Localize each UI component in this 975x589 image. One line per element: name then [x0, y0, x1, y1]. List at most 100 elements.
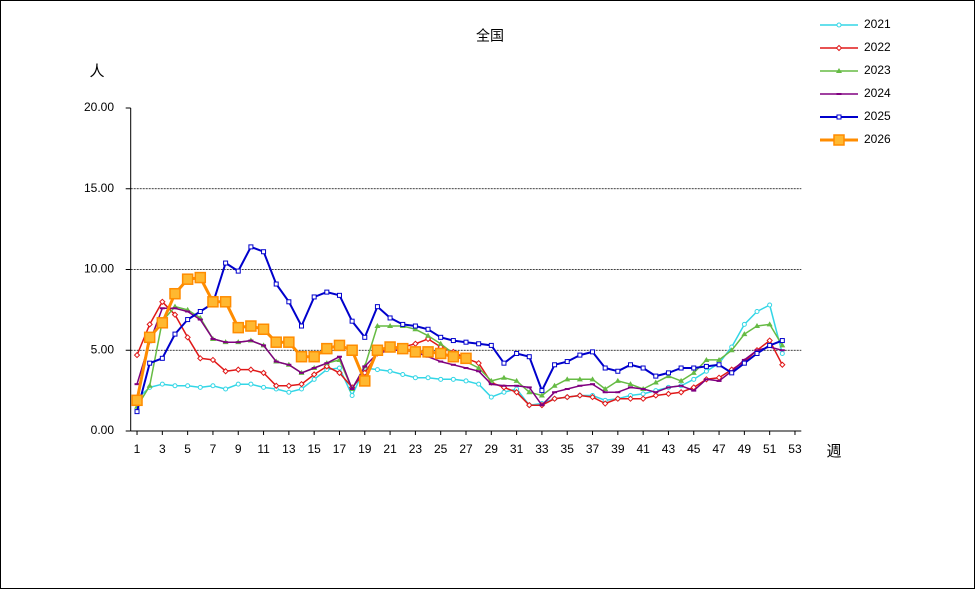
point: [653, 373, 659, 379]
point: [526, 386, 532, 389]
point: [425, 332, 432, 338]
point: [324, 362, 330, 365]
point: [691, 389, 697, 392]
point: [501, 360, 507, 366]
point: [716, 362, 722, 368]
point: [261, 384, 267, 390]
point: [779, 361, 786, 368]
point: [321, 342, 333, 355]
point: [336, 355, 342, 358]
point: [640, 365, 646, 371]
point: [614, 395, 622, 402]
series: [134, 244, 785, 415]
point: [691, 376, 697, 382]
point: [640, 391, 646, 397]
point: [197, 384, 203, 390]
point: [564, 359, 570, 365]
x-tick-label: 31: [510, 442, 524, 456]
point: [438, 376, 444, 382]
point: [219, 296, 232, 308]
point: [374, 367, 380, 373]
point: [299, 323, 305, 329]
point: [665, 386, 671, 389]
point: [159, 355, 165, 361]
y-tick-label: 10.00: [84, 262, 114, 276]
point: [652, 379, 659, 385]
point: [460, 352, 472, 365]
point: [425, 326, 431, 332]
point: [577, 352, 583, 358]
point: [349, 318, 355, 324]
point: [245, 320, 257, 332]
point: [374, 323, 381, 329]
point: [261, 249, 267, 255]
point: [422, 346, 434, 358]
point: [577, 384, 583, 387]
point: [248, 244, 254, 250]
point: [387, 315, 393, 321]
point: [210, 337, 216, 340]
point: [197, 318, 203, 321]
point: [728, 347, 735, 353]
point: [779, 349, 785, 352]
point: [754, 350, 760, 356]
point: [311, 376, 317, 382]
point: [333, 339, 346, 352]
point: [232, 321, 244, 334]
point: [526, 401, 533, 409]
point: [766, 321, 773, 327]
point: [438, 334, 444, 340]
point: [779, 350, 785, 356]
point: [703, 363, 709, 369]
x-tick-label: 25: [434, 442, 448, 456]
point: [324, 289, 330, 295]
point: [488, 342, 494, 348]
point: [207, 296, 219, 308]
point: [450, 363, 456, 366]
series-line: [136, 245, 783, 412]
point: [703, 378, 709, 381]
point: [476, 381, 482, 387]
point: [716, 379, 722, 382]
point: [614, 377, 621, 383]
legend-marker: [836, 68, 842, 73]
point: [143, 331, 156, 344]
point: [539, 388, 545, 394]
point: [551, 382, 558, 388]
point: [678, 384, 684, 387]
point: [513, 377, 520, 383]
x-tick-label: 37: [586, 442, 600, 456]
x-tick-label: 41: [636, 442, 650, 456]
x-tick-label: 11: [257, 442, 270, 456]
point: [134, 409, 140, 415]
point: [235, 366, 242, 373]
point: [197, 355, 204, 362]
point: [308, 350, 320, 363]
point: [552, 391, 558, 394]
point: [197, 308, 203, 314]
point: [223, 341, 229, 344]
point: [437, 340, 444, 346]
point: [336, 365, 342, 371]
point: [172, 307, 178, 310]
legend-marker: [836, 114, 842, 120]
point: [500, 374, 507, 380]
point: [283, 336, 295, 348]
point: [589, 393, 596, 401]
legend-label: 2021: [864, 17, 891, 31]
point: [409, 346, 422, 358]
point: [538, 392, 545, 398]
point: [412, 323, 418, 329]
point: [349, 388, 355, 391]
point: [601, 400, 609, 407]
y-axis-label: 人: [89, 63, 104, 80]
point: [235, 381, 241, 387]
point: [310, 371, 318, 378]
point: [488, 383, 494, 386]
point: [400, 321, 406, 327]
point: [299, 386, 305, 392]
y-tick-label: 5.00: [91, 342, 115, 356]
point: [362, 334, 368, 340]
point: [184, 334, 191, 341]
series: [131, 271, 472, 407]
